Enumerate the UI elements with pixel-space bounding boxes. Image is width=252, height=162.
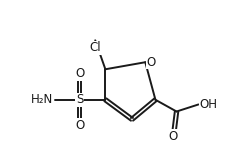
Text: O: O <box>75 67 84 81</box>
Text: O: O <box>168 130 177 143</box>
Text: H₂N: H₂N <box>31 93 53 106</box>
Text: O: O <box>75 119 84 132</box>
Text: OH: OH <box>199 98 217 111</box>
Text: Cl: Cl <box>89 41 101 54</box>
Text: S: S <box>76 93 83 106</box>
Text: O: O <box>146 56 155 69</box>
